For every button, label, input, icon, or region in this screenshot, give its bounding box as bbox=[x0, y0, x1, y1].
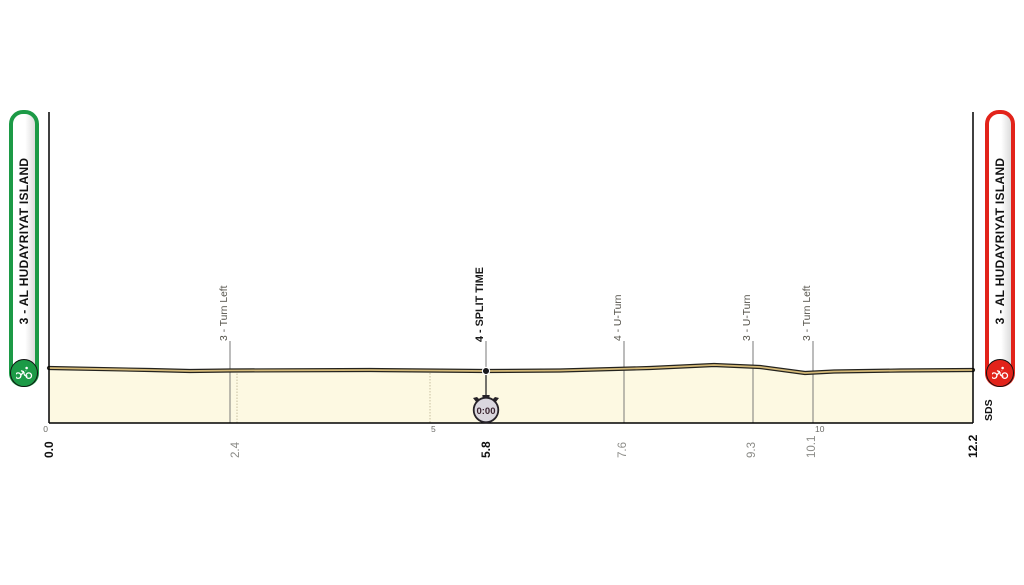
svg-text:0:00: 0:00 bbox=[476, 406, 495, 417]
